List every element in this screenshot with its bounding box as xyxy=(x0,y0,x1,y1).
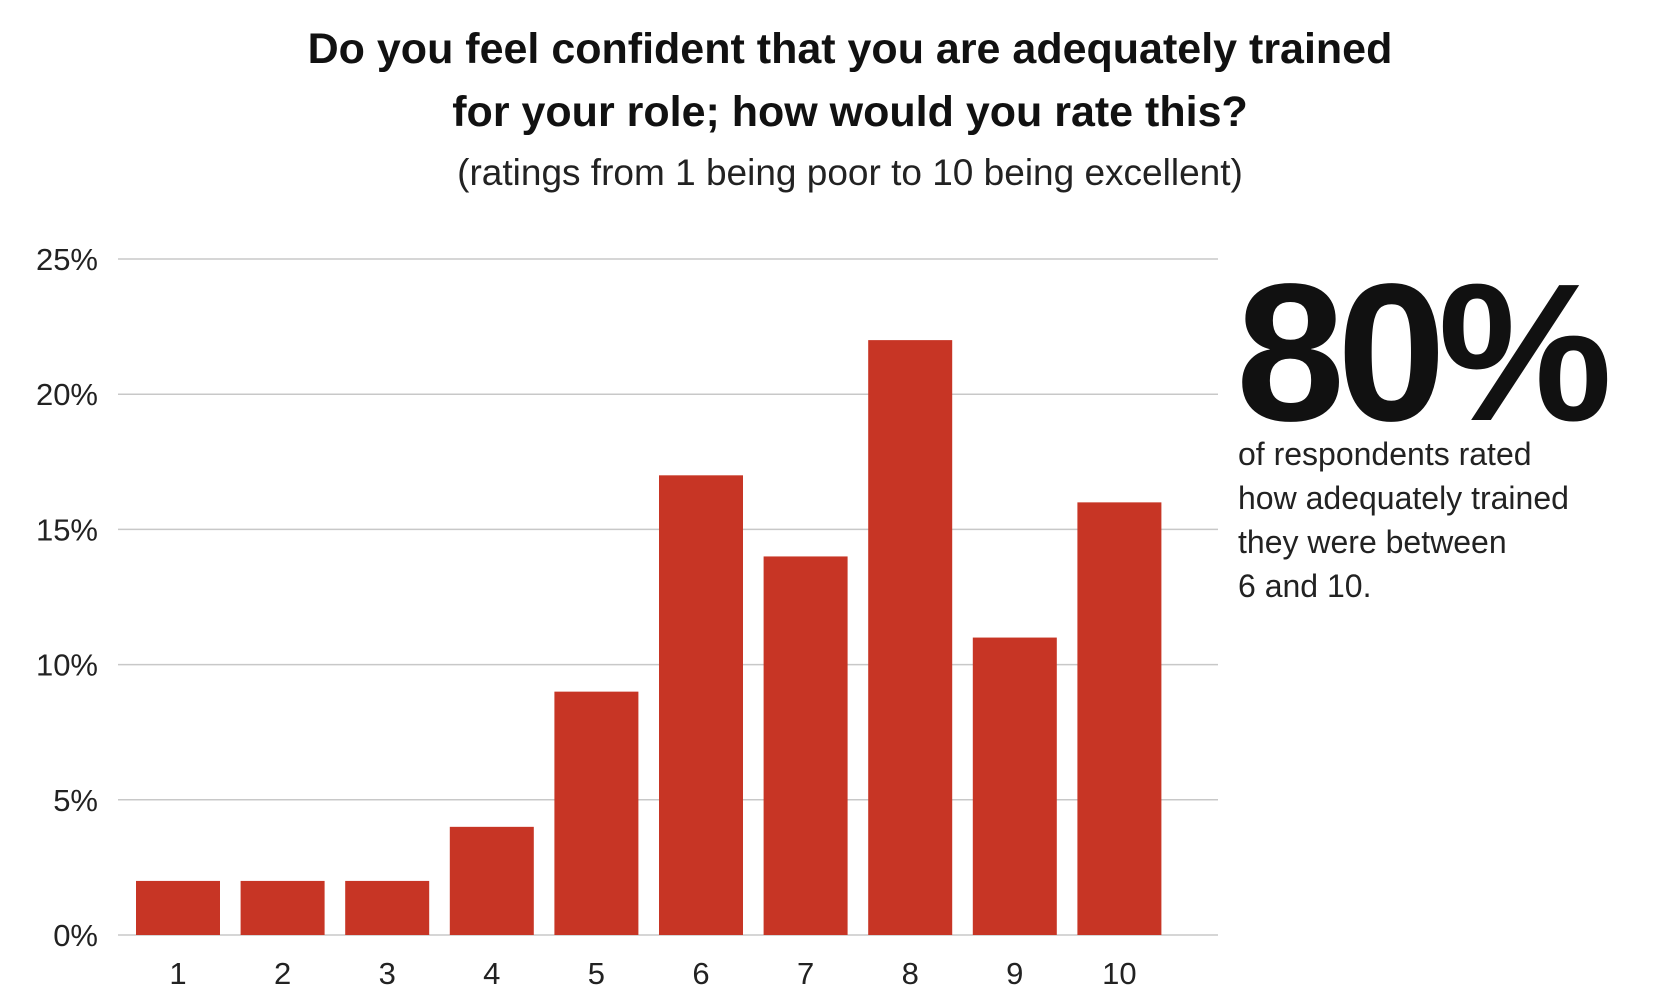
bar-rating-1 xyxy=(136,880,220,935)
x-tick-label: 4 xyxy=(483,956,500,991)
x-tick-label: 3 xyxy=(379,956,396,991)
bar-rating-7 xyxy=(763,556,848,935)
y-tick-label: 20% xyxy=(36,377,98,412)
bar-rating-10 xyxy=(1077,502,1162,935)
x-tick-label: 5 xyxy=(588,956,605,991)
bar-rating-9 xyxy=(972,637,1057,935)
y-tick-label: 0% xyxy=(53,918,98,953)
x-tick-label: 2 xyxy=(274,956,291,991)
bar-rating-4 xyxy=(449,826,534,935)
bar-rating-3 xyxy=(345,880,430,935)
callout-line-1: of respondents rated xyxy=(1238,436,1532,472)
callout-line-4: 6 and 10. xyxy=(1238,568,1372,604)
chart-title-line-2: for your role; how would you rate this? xyxy=(452,88,1248,136)
x-tick-label: 7 xyxy=(797,956,814,991)
callout-line-3: they were between xyxy=(1238,524,1507,560)
y-tick-label: 5% xyxy=(53,783,98,818)
x-tick-label: 1 xyxy=(169,956,186,991)
callout-text: of respondents rated how adequately trai… xyxy=(1238,432,1638,608)
y-tick-label: 15% xyxy=(36,512,98,547)
x-tick-label: 9 xyxy=(1006,956,1023,991)
x-tick-label: 8 xyxy=(902,956,919,991)
y-tick-label: 25% xyxy=(36,242,98,277)
x-tick-label: 10 xyxy=(1102,956,1136,991)
bar-rating-8 xyxy=(868,340,953,935)
y-tick-label: 10% xyxy=(36,648,98,683)
callout-line-2: how adequately trained xyxy=(1238,480,1569,516)
bar-rating-5 xyxy=(554,691,639,935)
chart-title-line-1: Do you feel confident that you are adequ… xyxy=(307,25,1393,73)
x-tick-label: 6 xyxy=(692,956,709,991)
callout-percentage: 80% xyxy=(1236,243,1612,462)
bar-rating-2 xyxy=(240,880,325,935)
chart-subtitle: (ratings from 1 being poor to 10 being e… xyxy=(457,152,1243,193)
bar-rating-6 xyxy=(659,475,743,935)
